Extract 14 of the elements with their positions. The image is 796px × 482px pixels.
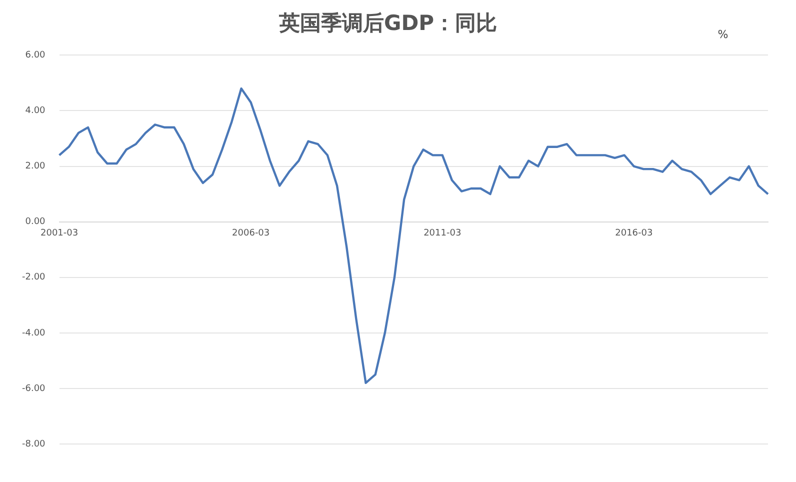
x-tick-label: 2011-03 bbox=[424, 228, 462, 239]
y-tick-label: 2.00 bbox=[25, 162, 46, 172]
x-tick-label: 2001-03 bbox=[40, 228, 78, 239]
y-tick-label: 4.00 bbox=[25, 106, 46, 116]
y-axis-title: % bbox=[718, 28, 728, 41]
x-tick-label: 2016-03 bbox=[615, 228, 653, 239]
y-tick-label: -6.00 bbox=[22, 384, 46, 394]
y-tick-label: -4.00 bbox=[22, 328, 46, 338]
y-tick-label: -2.00 bbox=[22, 272, 46, 283]
y-tick-label: 6.00 bbox=[25, 50, 46, 61]
y-tick-label: -8.00 bbox=[22, 439, 46, 450]
x-tick-label: 2006-03 bbox=[232, 228, 270, 239]
chart-title: 英国季调后GDP：同比 bbox=[278, 11, 498, 36]
y-tick-label: 0.00 bbox=[25, 217, 46, 228]
